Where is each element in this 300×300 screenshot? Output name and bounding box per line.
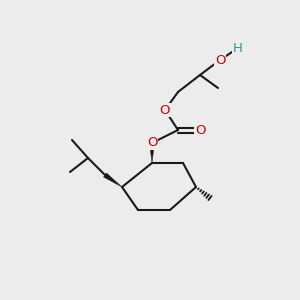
Polygon shape bbox=[149, 143, 154, 163]
Text: O: O bbox=[147, 136, 157, 149]
Text: H: H bbox=[233, 41, 243, 55]
Text: O: O bbox=[195, 124, 205, 136]
Polygon shape bbox=[103, 173, 122, 187]
Text: O: O bbox=[160, 103, 170, 116]
Text: O: O bbox=[215, 53, 225, 67]
